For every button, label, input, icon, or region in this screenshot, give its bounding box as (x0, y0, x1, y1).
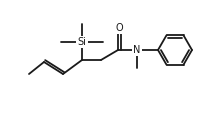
Text: N: N (133, 45, 141, 55)
Text: O: O (115, 23, 123, 33)
Text: Si: Si (78, 37, 86, 47)
